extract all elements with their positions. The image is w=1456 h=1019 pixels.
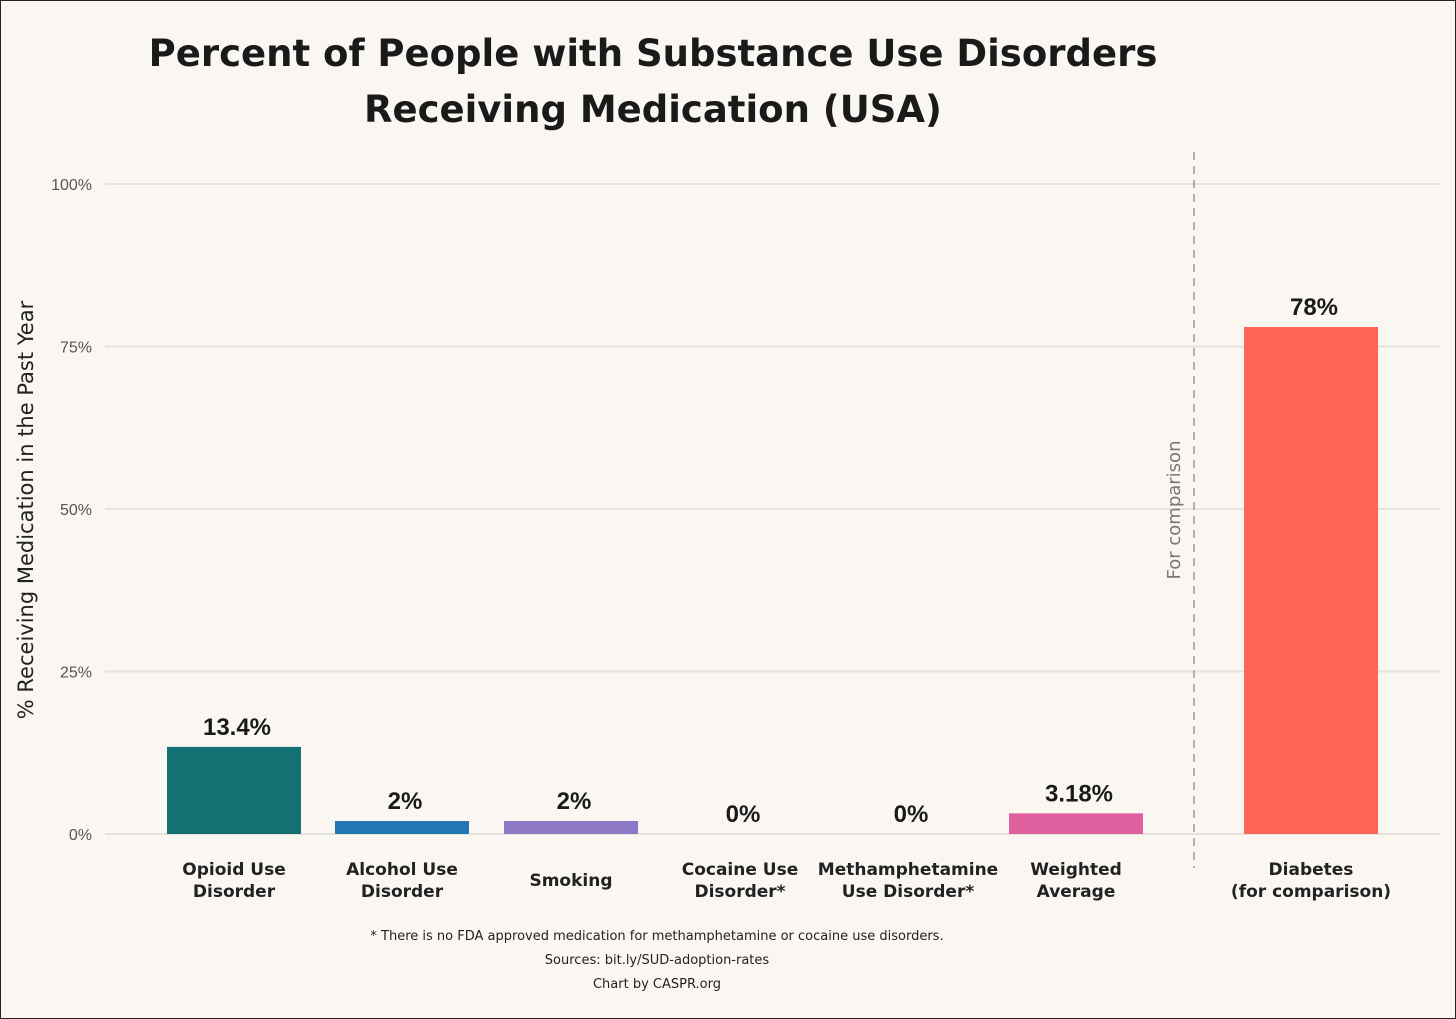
- chart-title-line-1: Percent of People with Substance Use Dis…: [149, 32, 1158, 75]
- x-tick-label: Smoking: [529, 871, 612, 891]
- data-label: 0%: [726, 801, 761, 828]
- data-label: 2%: [388, 788, 423, 815]
- x-tick-label: Methamphetamine: [818, 860, 998, 880]
- x-tick-label: Alcohol Use: [346, 860, 458, 880]
- bar: [504, 821, 638, 834]
- y-tick-label: 100%: [51, 177, 92, 194]
- x-tick-label: Average: [1037, 882, 1116, 902]
- x-tick-label: Opioid Use: [182, 860, 286, 880]
- x-tick-label: Disorder*: [694, 882, 785, 902]
- credit-note: Chart by CASPR.org: [593, 977, 721, 992]
- x-tick-label: Disorder: [361, 882, 444, 902]
- comparison-annotation: For comparison: [1164, 441, 1185, 580]
- data-label: 13.4%: [203, 714, 271, 741]
- y-tick-label: 25%: [60, 665, 92, 682]
- data-label: 2%: [557, 788, 592, 815]
- bar: [1009, 813, 1143, 834]
- data-label: 78%: [1290, 294, 1338, 321]
- x-tick-label: Cocaine Use: [682, 860, 799, 880]
- y-axis-label: % Receiving Medication in the Past Year: [14, 300, 38, 719]
- chart-title-line-2: Receiving Medication (USA): [364, 88, 942, 131]
- data-label: 3.18%: [1045, 780, 1113, 807]
- x-tick-label: Disorder: [193, 882, 276, 902]
- bar: [1244, 327, 1378, 834]
- y-tick-label: 0%: [69, 827, 92, 844]
- data-label: 0%: [894, 801, 929, 828]
- bar: [335, 821, 469, 834]
- x-tick-label: (for comparison): [1231, 882, 1391, 902]
- y-tick-label: 75%: [60, 340, 92, 357]
- footnote: * There is no FDA approved medication fo…: [370, 929, 943, 944]
- y-tick-label: 50%: [60, 502, 92, 519]
- x-tick-label: Use Disorder*: [842, 882, 975, 902]
- bar: [167, 746, 301, 834]
- sources-note: Sources: bit.ly/SUD-adoption-rates: [545, 953, 770, 968]
- x-tick-label: Weighted: [1030, 860, 1122, 880]
- x-tick-label: Diabetes: [1269, 860, 1354, 880]
